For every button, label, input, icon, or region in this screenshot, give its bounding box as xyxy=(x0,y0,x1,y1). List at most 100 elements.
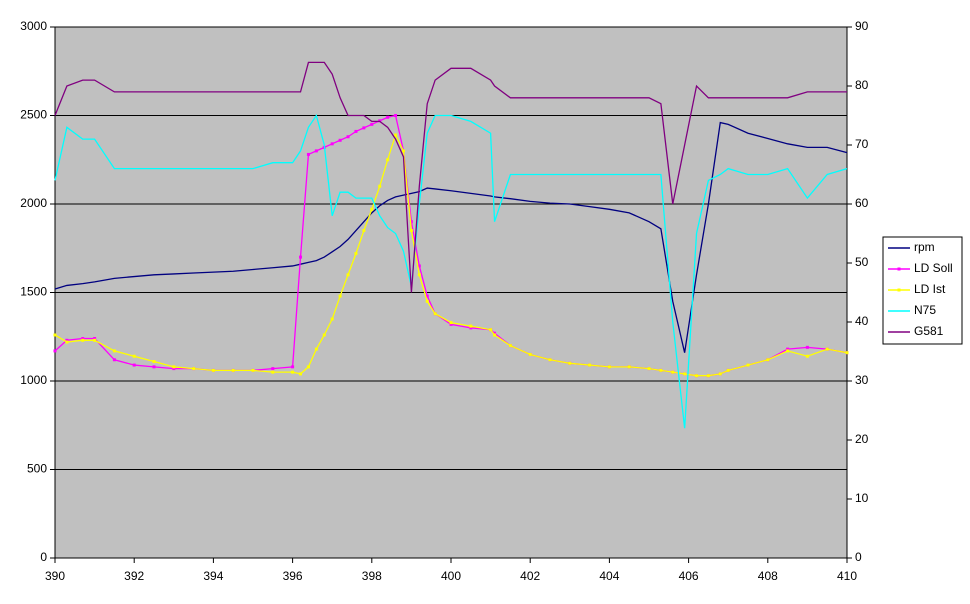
point-marker xyxy=(172,365,176,369)
point-marker xyxy=(469,326,473,330)
point-marker xyxy=(370,122,374,126)
point-marker xyxy=(469,324,473,328)
point-marker xyxy=(172,367,176,371)
point-marker xyxy=(417,273,421,277)
point-marker xyxy=(706,374,710,378)
point-marker xyxy=(493,333,497,337)
point-marker xyxy=(568,361,572,365)
point-marker xyxy=(386,158,390,162)
x-tick-label: 392 xyxy=(124,569,144,583)
point-marker xyxy=(132,363,136,367)
point-marker xyxy=(409,229,413,233)
point-marker xyxy=(805,354,809,358)
point-marker xyxy=(306,365,310,369)
point-marker xyxy=(607,365,611,369)
point-marker xyxy=(433,312,437,316)
point-marker xyxy=(306,152,310,156)
y-tick-label: 1000 xyxy=(20,373,47,387)
point-marker xyxy=(330,142,334,146)
point-marker xyxy=(425,299,429,303)
legend-marker xyxy=(897,267,901,271)
point-marker xyxy=(271,370,275,374)
legend-label: LD Soll xyxy=(914,261,953,275)
point-marker xyxy=(805,345,809,349)
point-marker xyxy=(299,372,303,376)
point-marker xyxy=(659,368,663,372)
point-marker xyxy=(81,337,85,341)
y2-tick-label: 70 xyxy=(855,137,869,151)
point-marker xyxy=(362,229,366,233)
point-marker xyxy=(132,354,136,358)
x-tick-label: 398 xyxy=(362,569,382,583)
y-tick-label: 3000 xyxy=(20,19,47,33)
point-marker xyxy=(53,349,57,353)
point-marker xyxy=(588,363,592,367)
legend-marker xyxy=(897,288,901,292)
y-tick-label: 500 xyxy=(27,462,47,476)
point-marker xyxy=(65,340,69,344)
point-marker xyxy=(112,358,116,362)
y2-tick-label: 90 xyxy=(855,19,869,33)
point-marker xyxy=(65,338,69,342)
y-tick-label: 2000 xyxy=(20,196,47,210)
point-marker xyxy=(493,331,497,335)
point-marker xyxy=(291,365,295,369)
point-marker xyxy=(718,372,722,376)
point-marker xyxy=(409,220,413,224)
point-marker xyxy=(346,135,350,139)
point-marker xyxy=(354,129,358,133)
y2-tick-label: 30 xyxy=(855,373,869,387)
point-marker xyxy=(746,363,750,367)
y2-tick-label: 0 xyxy=(855,550,862,564)
x-tick-label: 394 xyxy=(203,569,223,583)
point-marker xyxy=(251,368,255,372)
point-marker xyxy=(394,133,398,137)
x-tick-label: 402 xyxy=(520,569,540,583)
point-marker xyxy=(489,328,493,332)
y2-tick-label: 20 xyxy=(855,432,869,446)
legend-label: LD Ist xyxy=(914,282,946,296)
point-marker xyxy=(346,273,350,277)
point-marker xyxy=(93,338,97,342)
point-marker xyxy=(362,126,366,130)
point-marker xyxy=(299,255,303,259)
point-marker xyxy=(401,149,405,153)
x-tick-label: 400 xyxy=(441,569,461,583)
point-marker xyxy=(81,338,85,342)
point-marker xyxy=(192,367,196,371)
point-marker xyxy=(291,370,295,374)
y-tick-label: 1500 xyxy=(20,285,47,299)
y-tick-label: 2500 xyxy=(20,108,47,122)
y2-tick-label: 60 xyxy=(855,196,869,210)
point-marker xyxy=(354,252,358,256)
point-marker xyxy=(845,351,849,355)
point-marker xyxy=(152,360,156,364)
point-marker xyxy=(425,294,429,298)
series-line xyxy=(54,61,847,293)
point-marker xyxy=(370,207,374,211)
point-marker xyxy=(766,358,770,362)
point-marker xyxy=(627,365,631,369)
point-marker xyxy=(231,368,235,372)
x-tick-label: 390 xyxy=(45,569,65,583)
point-marker xyxy=(548,358,552,362)
point-marker xyxy=(338,138,342,142)
point-marker xyxy=(314,347,318,351)
point-marker xyxy=(786,347,790,351)
point-marker xyxy=(93,337,97,341)
point-marker xyxy=(695,374,699,378)
legend-label: N75 xyxy=(914,303,936,317)
x-tick-label: 404 xyxy=(599,569,619,583)
point-marker xyxy=(726,368,730,372)
point-marker xyxy=(671,370,675,374)
point-marker xyxy=(825,347,829,351)
x-tick-label: 410 xyxy=(837,569,857,583)
y2-tick-label: 80 xyxy=(855,78,869,92)
point-marker xyxy=(786,349,790,353)
point-marker xyxy=(683,372,687,376)
legend-label: rpm xyxy=(914,240,935,254)
point-marker xyxy=(112,349,116,353)
y2-tick-label: 10 xyxy=(855,491,869,505)
point-marker xyxy=(508,344,512,348)
